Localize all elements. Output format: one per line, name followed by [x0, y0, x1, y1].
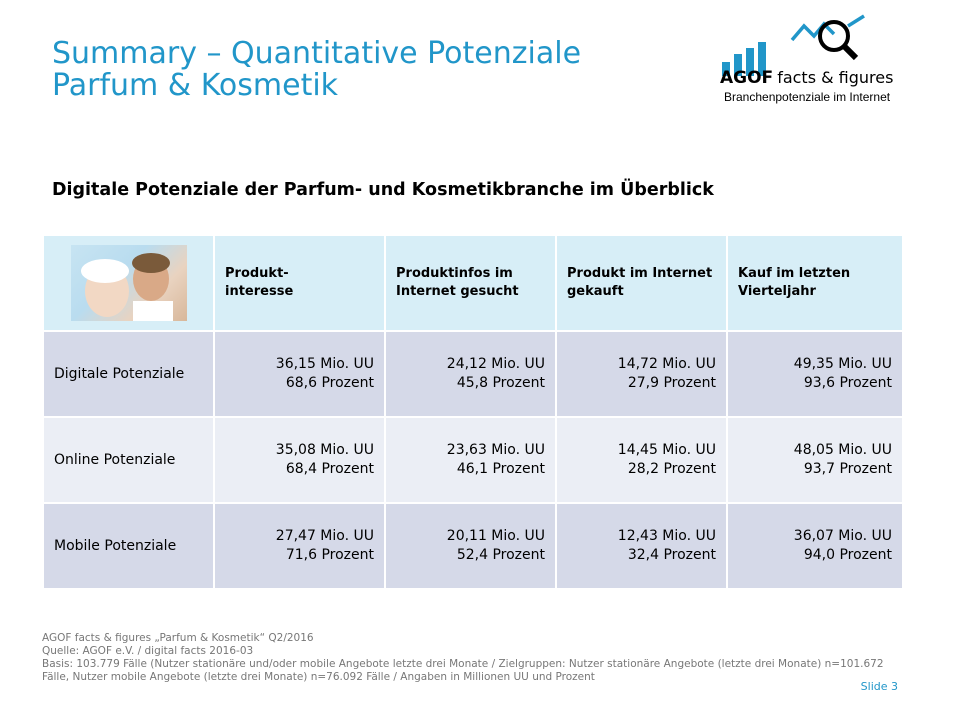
value-pct: 46,1 Prozent: [456, 461, 545, 477]
value-pct: 45,8 Prozent: [456, 375, 545, 391]
value-cell: 23,63 Mio. UU 46,1 Prozent: [384, 416, 557, 504]
value-pct: 27,9 Prozent: [627, 375, 716, 391]
value-mio: 36,07 Mio. UU: [793, 528, 892, 544]
bar-chart-logo-icon: [722, 42, 766, 76]
value-cell: 36,15 Mio. UU 68,6 Prozent: [213, 330, 386, 418]
value-pct: 68,4 Prozent: [285, 461, 374, 477]
value-mio: 14,72 Mio. UU: [617, 356, 716, 372]
table-row: Digitale Potenziale 36,15 Mio. UU 68,6 Pr…: [42, 330, 904, 418]
value-mio: 48,05 Mio. UU: [793, 442, 892, 458]
value-cell: 48,05 Mio. UU 93,7 Prozent: [726, 416, 904, 504]
magnifier-logo-icon: [790, 14, 865, 61]
value-pct: 71,6 Prozent: [285, 547, 374, 563]
value-cell: 14,45 Mio. UU 28,2 Prozent: [555, 416, 728, 504]
row-label: Mobile Potenziale: [42, 502, 215, 590]
logo-subline: Branchenpotenziale im Internet: [724, 90, 891, 104]
table-row: Mobile Potenziale 27,47 Mio. UU 71,6 Proz…: [42, 502, 904, 590]
value-mio: 27,47 Mio. UU: [275, 528, 374, 544]
value-pct: 94,0 Prozent: [803, 547, 892, 563]
header-produktinteresse: Produkt- interesse: [213, 234, 386, 332]
value-cell: 12,43 Mio. UU 32,4 Prozent: [555, 502, 728, 590]
value-mio: 36,15 Mio. UU: [275, 356, 374, 372]
table-row: Online Potenziale 35,08 Mio. UU 68,4 Proz…: [42, 416, 904, 504]
value-pct: 32,4 Prozent: [627, 547, 716, 563]
value-mio: 49,35 Mio. UU: [793, 356, 892, 372]
value-cell: 14,72 Mio. UU 27,9 Prozent: [555, 330, 728, 418]
value-mio: 23,63 Mio. UU: [446, 442, 545, 458]
value-cell: 36,07 Mio. UU 94,0 Prozent: [726, 502, 904, 590]
slide-title-line2: Parfum & Kosmetik: [52, 68, 339, 103]
header-produktinfos: Produktinfos im Internet gesucht: [384, 234, 557, 332]
value-mio: 14,45 Mio. UU: [617, 442, 716, 458]
section-subtitle: Digitale Potenziale der Parfum- und Kosm…: [52, 180, 714, 200]
logo-brand: AGOF: [720, 68, 774, 88]
value-cell: 49,35 Mio. UU 93,6 Prozent: [726, 330, 904, 418]
value-pct: 93,6 Prozent: [803, 375, 892, 391]
value-mio: 12,43 Mio. UU: [617, 528, 716, 544]
value-mio: 35,08 Mio. UU: [275, 442, 374, 458]
value-pct: 28,2 Prozent: [627, 461, 716, 477]
header-photo-cell: [42, 234, 215, 332]
slide-title: Summary – Quantitative Potenziale Parfum…: [52, 38, 692, 102]
value-pct: 68,6 Prozent: [285, 375, 374, 391]
agof-logo: AGOF facts & figures Branchenpotenziale i…: [718, 14, 918, 106]
footnote-line-title: AGOF facts & figures „Parfum & Kosmetik“…: [42, 632, 314, 644]
people-photo-illustration: [80, 253, 173, 321]
row-label: Online Potenziale: [42, 416, 215, 504]
value-mio: 24,12 Mio. UU: [446, 356, 545, 372]
potential-table: Produkt- interesse Produktinfos im Inter…: [42, 234, 904, 590]
value-pct: 93,7 Prozent: [803, 461, 892, 477]
value-cell: 27,47 Mio. UU 71,6 Prozent: [213, 502, 386, 590]
value-cell: 35,08 Mio. UU 68,4 Prozent: [213, 416, 386, 504]
footnote-line-basis: Basis: 103.779 Fälle (Nutzer stationäre …: [42, 658, 884, 683]
table-header-row: Produkt- interesse Produktinfos im Inter…: [42, 234, 904, 332]
footnote-line-source: Quelle: AGOF e.V. / digital facts 2016-0…: [42, 645, 254, 657]
value-cell: 20,11 Mio. UU 52,4 Prozent: [384, 502, 557, 590]
source-footnote: AGOF facts & figures „Parfum & Kosmetik“…: [42, 632, 902, 684]
slide-number: Slide 3: [860, 680, 898, 693]
logo-wordmark: AGOF facts & figures: [720, 68, 893, 88]
row-label: Digitale Potenziale: [42, 330, 215, 418]
logo-tagline: facts & figures: [777, 68, 894, 87]
value-pct: 52,4 Prozent: [456, 547, 545, 563]
header-kauf-vierteljahr: Kauf im letzten Vierteljahr: [726, 234, 904, 332]
slide-title-line1: Summary – Quantitative Potenziale: [52, 36, 582, 71]
value-mio: 20,11 Mio. UU: [446, 528, 545, 544]
value-cell: 24,12 Mio. UU 45,8 Prozent: [384, 330, 557, 418]
people-photo: [70, 245, 187, 321]
header-produkt-gekauft: Produkt im Internet gekauft: [555, 234, 728, 332]
